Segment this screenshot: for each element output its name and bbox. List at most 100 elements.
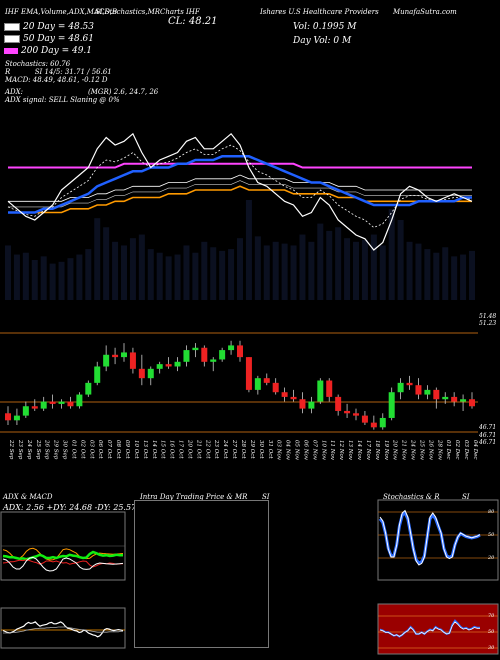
date-tick-label: 26 Sep — [44, 439, 50, 460]
date-tick-label: 22 Sep — [8, 439, 14, 460]
stoch-d-line — [379, 509, 481, 566]
volume-bar — [299, 234, 306, 300]
volume-bar — [406, 241, 413, 300]
date-tick-label: 07 Nov — [311, 440, 317, 461]
volume-bar — [112, 241, 119, 300]
candle-body — [415, 385, 422, 395]
candle-body — [174, 361, 181, 367]
candle-body — [138, 368, 145, 379]
candle-body — [326, 380, 333, 397]
candle-body — [397, 382, 404, 393]
adx-orange-line — [2, 547, 124, 561]
candle-body — [76, 394, 83, 407]
date-tick-label: 29 Sep — [53, 439, 59, 460]
macd-frame — [0, 607, 126, 649]
price-top-label-1: 51.48 — [479, 313, 497, 320]
candle-body — [254, 378, 261, 390]
candle-body — [192, 347, 199, 351]
date-tick-label: 29 Oct — [249, 439, 255, 459]
volume-bar — [165, 256, 172, 300]
volume-bar — [272, 241, 279, 300]
candle-body — [281, 392, 288, 397]
volume-bar — [121, 245, 127, 300]
stochastics-label: Stochastics: 60.76 — [5, 60, 71, 68]
volume-bar — [388, 209, 395, 300]
adx-panel-title: ADX & MACD — [3, 493, 53, 501]
candle-body — [451, 396, 458, 402]
date-tick-label: 24 Nov — [410, 439, 416, 461]
price-bottom-label-1: 46.71 — [479, 424, 497, 431]
date-tick-label: 30 Sep — [62, 440, 68, 460]
date-tick-label: 31 Oct — [267, 440, 273, 459]
volume-bar — [138, 234, 145, 300]
volume-label: Vol: 0.1995 M — [293, 22, 357, 32]
day-volume-label: Day Vol: 0 M — [293, 36, 352, 46]
date-tick-label: 19 Nov — [383, 440, 389, 461]
volume-bar — [147, 249, 154, 300]
volume-bar — [308, 241, 315, 300]
si-white-line — [379, 621, 480, 637]
date-tick-label: 24 Oct — [222, 439, 228, 459]
ema50-label: 50 Day = 48.61 — [23, 34, 95, 44]
si-tick-70: 70 — [488, 613, 495, 619]
volume-bar — [245, 200, 252, 300]
date-tick-label: 11 Nov — [329, 440, 335, 461]
volume-bar — [451, 256, 458, 300]
close-label: CL: 48.21 — [168, 16, 218, 27]
studies2-label: SI,Stochastics,MR — [95, 8, 161, 16]
price-bottom-label-2: 46.71 — [479, 432, 497, 439]
date-tick-label: 08 Oct — [115, 440, 121, 459]
date-tick-label: 03 Nov — [276, 440, 282, 461]
candle-body — [31, 406, 38, 409]
date-tick-label: 03 Dec — [463, 440, 469, 460]
candle-body — [219, 350, 226, 360]
stoch-tick-80: 80 — [488, 509, 495, 515]
date-tick-label: 17 Nov — [365, 440, 371, 461]
date-tick-label: 21 Nov — [401, 439, 407, 461]
ema20-label: 20 Day = 48.53 — [23, 22, 95, 32]
ema-50-line — [8, 174, 472, 202]
candle-body — [424, 389, 431, 395]
ema20-swatch — [4, 22, 20, 31]
site-name: MunafaSutra.com — [393, 8, 457, 16]
candle-body — [156, 364, 163, 369]
volume-bar — [174, 254, 181, 300]
candle-body — [237, 345, 243, 358]
adx-panel-values: ADX: 2.56 +DY: 24.68 -DY: 25.57 — [3, 503, 137, 512]
intraday-si-label: SI — [262, 493, 270, 501]
fund-name: Ishares U.S Healthcare Providers — [260, 8, 379, 16]
ema50-swatch — [4, 34, 20, 43]
candle-body — [299, 399, 306, 409]
volume-bar — [58, 261, 65, 300]
date-tick-label: 03 Oct — [88, 440, 94, 459]
date-tick-label: 05 Nov — [294, 440, 300, 461]
close-line — [7, 132, 473, 251]
date-tick-label: 20 Nov — [392, 439, 398, 461]
date-tick-label: 17 Oct — [178, 440, 184, 459]
volume-bar — [317, 223, 324, 300]
date-tick-label: 10 Oct — [133, 440, 139, 459]
si-tick-30: 30 — [488, 645, 495, 651]
date-tick-label: 28 Oct — [240, 439, 246, 459]
ema200-label: 200 Day = 49.1 — [21, 46, 93, 56]
charts-ticker: IHF — [186, 8, 200, 16]
volume-bar — [40, 256, 47, 300]
volume-bar — [201, 241, 208, 300]
header-tickers: IHF EMA,Volume,ADX,MACD,B — [5, 8, 117, 16]
ema-200-line — [8, 162, 472, 169]
date-tick-label: 06 Oct — [97, 440, 103, 459]
volume-bar — [192, 252, 199, 300]
candle-body — [317, 380, 324, 402]
volume-bar — [344, 238, 351, 300]
date-tick-label: 06 Nov — [302, 440, 308, 461]
si-values: SI 14/5: 31.71 / 56.61 — [34, 68, 112, 76]
candle-body — [460, 399, 467, 402]
date-tick-label: 14 Oct — [151, 440, 157, 459]
date-tick-label: 28 Nov — [436, 439, 442, 461]
candle-body — [210, 359, 217, 362]
stoch-si-label: SI — [462, 493, 470, 501]
volume-bar — [290, 245, 297, 300]
volume-bar — [13, 254, 20, 300]
candle-body — [58, 401, 65, 404]
